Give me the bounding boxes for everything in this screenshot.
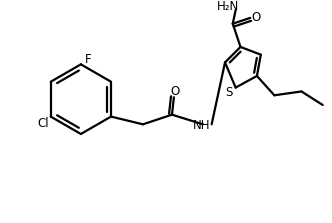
Text: S: S [225,86,233,99]
Text: O: O [170,85,180,98]
Text: NH: NH [193,119,211,132]
Text: O: O [251,11,261,24]
Text: H₂N: H₂N [217,0,239,13]
Text: Cl: Cl [37,117,49,130]
Text: F: F [85,53,92,66]
